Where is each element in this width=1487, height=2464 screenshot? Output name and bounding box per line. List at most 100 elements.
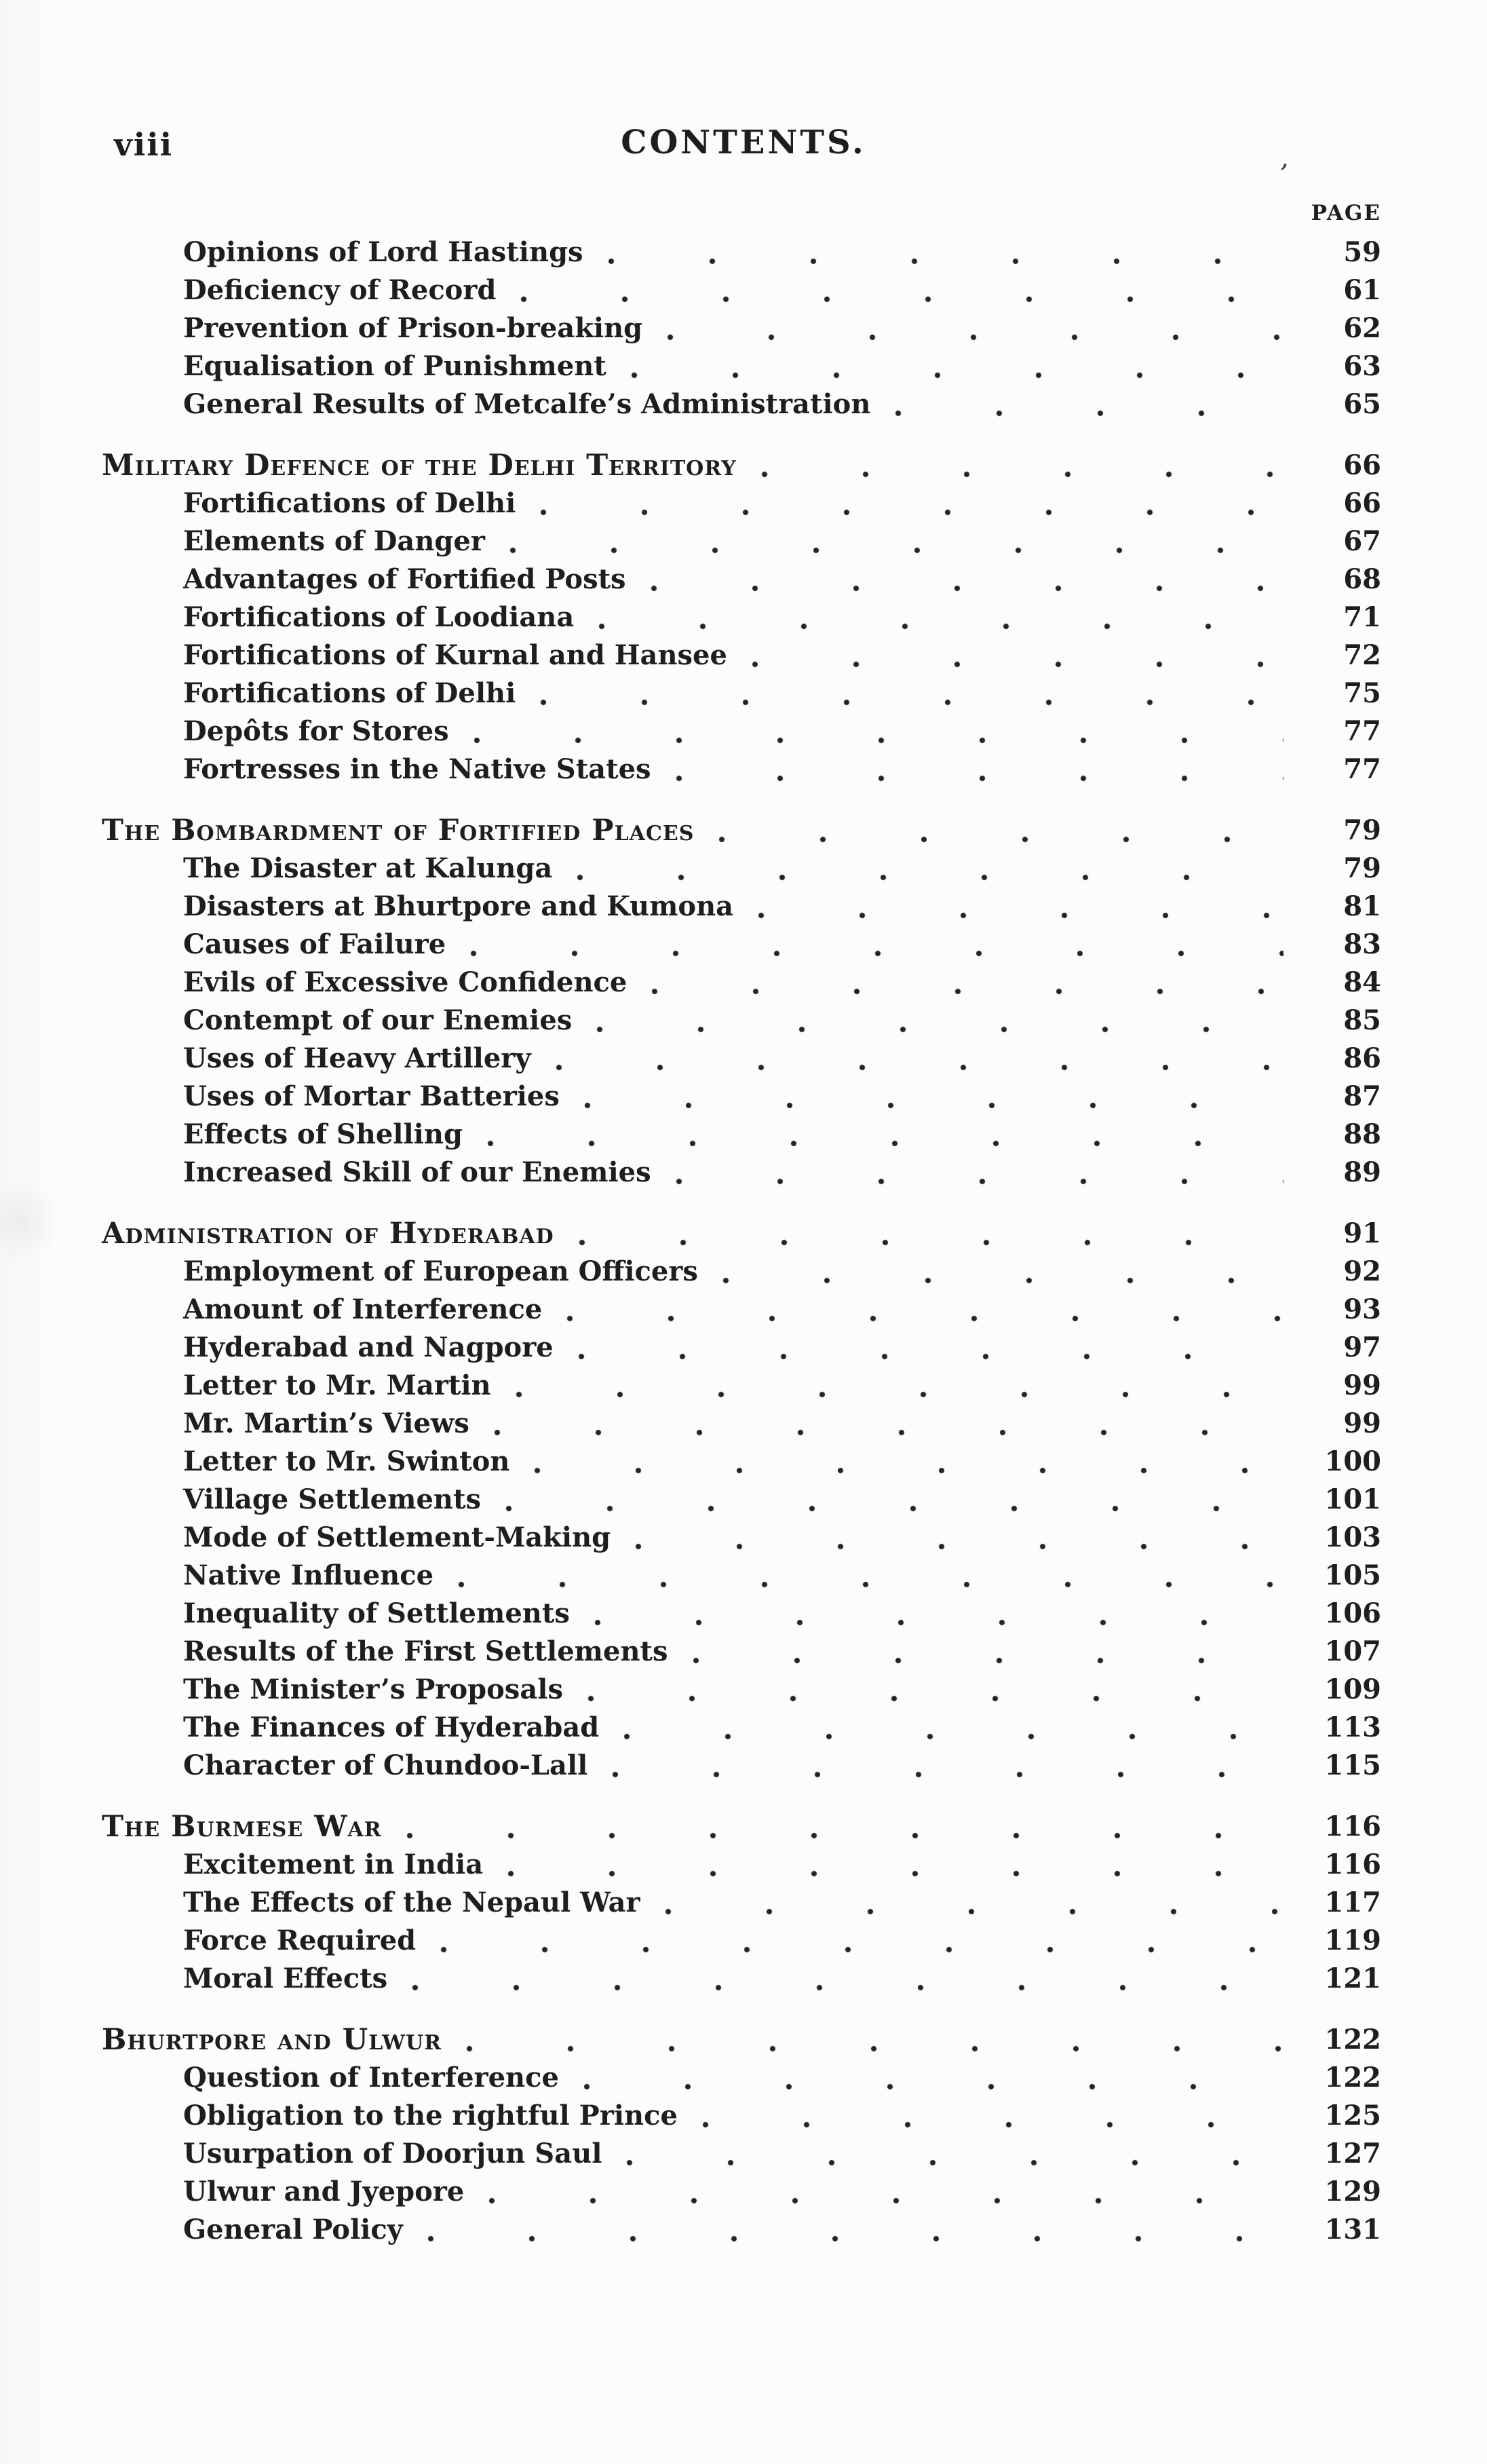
toc-entry-label: The Minister’s Proposals <box>183 1673 563 1705</box>
dot-leader <box>404 1808 1283 1846</box>
toc-row: The Disaster at Kalunga 79 <box>102 850 1381 888</box>
page-column-label: PAGE <box>1311 201 1381 225</box>
toc-entry-label: Equalisation of Punishment <box>183 350 606 382</box>
toc-entry-page: 125 <box>1324 2100 1382 2131</box>
toc-entry-page: 122 <box>1324 2062 1382 2093</box>
dot-leader <box>539 485 1283 523</box>
dot-leader <box>597 599 1283 637</box>
toc-entry-page: 84 <box>1343 966 1381 998</box>
toc-entry-page: 116 <box>1324 1811 1382 1842</box>
dot-leader <box>565 1291 1283 1329</box>
toc-row: Ulwur and Jyepore 129 <box>102 2173 1381 2211</box>
toc-entry-label: Depôts for Stores <box>183 715 449 747</box>
dot-leader <box>457 1557 1283 1595</box>
toc-row: The Minister’s Proposals 109 <box>102 1671 1381 1709</box>
dot-leader <box>756 888 1283 926</box>
toc-entry-label: Obligation to the rightful Prince <box>183 2100 678 2131</box>
toc-entry-label: Contempt of our Enemies <box>183 1004 573 1036</box>
toc-entry-label: General Policy <box>183 2214 403 2245</box>
toc-section-heading-row: The Burmese War 116 <box>102 1808 1381 1846</box>
toc-entry-label: Ulwur and Jyepore <box>183 2176 465 2207</box>
toc-entry-label: Advantages of Fortified Posts <box>183 563 626 595</box>
toc-entry-label: Military Defence of the Delhi Territory <box>102 449 737 482</box>
toc-entry-page: 100 <box>1324 1445 1382 1477</box>
toc-entry-page: 88 <box>1343 1118 1381 1150</box>
dot-leader <box>650 964 1283 1002</box>
toc-entry-page: 85 <box>1343 1004 1381 1036</box>
toc-entry-label: Causes of Failure <box>183 928 446 960</box>
toc-entry-page: 91 <box>1343 1217 1381 1249</box>
toc-row: Employment of European Officers 92 <box>102 1253 1381 1291</box>
dot-leader <box>649 561 1283 599</box>
dot-leader <box>465 2021 1283 2059</box>
toc-entry-label: Hyderabad and Nagpore <box>183 1331 554 1363</box>
toc-row: Hyderabad and Nagpore 97 <box>102 1329 1381 1367</box>
dot-leader <box>485 1116 1283 1154</box>
folio-number: viii <box>114 126 174 163</box>
toc-entry-label: Uses of Mortar Batteries <box>183 1080 560 1112</box>
toc-row: Force Required 119 <box>102 1922 1381 1960</box>
toc-entry-page: 99 <box>1343 1369 1381 1401</box>
toc-row: Effects of Shelling 88 <box>102 1116 1381 1154</box>
toc-entry-page: 62 <box>1343 312 1381 344</box>
toc-entry-page: 129 <box>1324 2176 1382 2207</box>
dot-leader <box>629 347 1283 385</box>
toc-entry-label: Employment of European Officers <box>183 1255 698 1287</box>
toc-entry-label: The Effects of the Nepaul War <box>183 1887 640 1918</box>
toc-section-heading-row: Bhurtpore and Ulwur 122 <box>102 2021 1381 2059</box>
toc-row: Causes of Failure 83 <box>102 926 1381 964</box>
toc-row: General Policy 131 <box>102 2211 1381 2249</box>
toc-row: Character of Chundoo-Lall 115 <box>102 1747 1381 1785</box>
toc-entry-label: Village Settlements <box>183 1483 481 1515</box>
toc-row: Opinions of Lord Hastings 59 <box>102 233 1381 271</box>
dot-leader <box>606 233 1283 271</box>
dot-leader <box>554 1040 1283 1078</box>
toc-entry-label: Character of Chundoo-Lall <box>183 1749 588 1781</box>
toc-entry-page: 113 <box>1324 1711 1382 1743</box>
toc-entry-page: 77 <box>1343 753 1381 785</box>
toc-row: Fortifications of Delhi 75 <box>102 675 1381 713</box>
toc-row: Fortifications of Delhi 66 <box>102 485 1381 523</box>
toc-entry-page: 72 <box>1343 639 1381 671</box>
dot-leader <box>576 1329 1283 1367</box>
toc-entry-page: 115 <box>1324 1749 1382 1781</box>
dot-leader <box>507 523 1283 561</box>
dot-leader <box>506 1846 1283 1884</box>
toc-entry-label: The Bombardment of Fortified Places <box>102 814 695 848</box>
toc-row: Uses of Heavy Artillery 86 <box>102 1040 1381 1078</box>
dot-leader <box>592 1595 1283 1633</box>
toc-row: Usurpation of Doorjun Saul 127 <box>102 2135 1381 2173</box>
dot-leader <box>720 1253 1283 1291</box>
toc-entry-page: 121 <box>1324 1963 1382 1994</box>
toc-entry-page: 117 <box>1324 1887 1382 1918</box>
dot-leader <box>487 2173 1283 2211</box>
toc-entry-page: 105 <box>1324 1559 1382 1591</box>
toc-entry-page: 89 <box>1343 1156 1381 1188</box>
toc-entry-label: Deficiency of Record <box>183 274 497 306</box>
dot-leader <box>893 385 1283 423</box>
dot-leader <box>634 1519 1283 1557</box>
toc-entry-label: Moral Effects <box>183 1963 388 1994</box>
toc-entry-page: 61 <box>1343 274 1381 306</box>
toc-section-heading-row: The Bombardment of Fortified Places 79 <box>102 812 1381 850</box>
toc-row: Uses of Mortar Batteries 87 <box>102 1078 1381 1116</box>
toc-entry-page: 65 <box>1343 388 1381 420</box>
toc-section-heading-row: Administration of Hyderabad 91 <box>102 1215 1381 1253</box>
toc-entry-label: Prevention of Prison-breaking <box>183 312 643 344</box>
toc-entry-page: 101 <box>1324 1483 1382 1515</box>
toc-row: Amount of Interference 93 <box>102 1291 1381 1329</box>
toc-entry-page: 97 <box>1343 1331 1381 1363</box>
toc-entry-page: 86 <box>1343 1042 1381 1074</box>
toc-entry-page: 103 <box>1324 1521 1382 1553</box>
toc-row: Prevention of Prison-breaking 62 <box>102 309 1381 347</box>
toc-row: Question of Interference 122 <box>102 2059 1381 2097</box>
toc-entry-label: Native Influence <box>183 1559 434 1591</box>
dot-leader <box>665 309 1283 347</box>
toc-entry-page: 79 <box>1343 814 1381 846</box>
toc-entry-page: 92 <box>1343 1255 1381 1287</box>
toc-row: Excitement in India 116 <box>102 1846 1381 1884</box>
toc-row: Mr. Martin’s Views 99 <box>102 1405 1381 1443</box>
toc-entry-page: 67 <box>1343 525 1381 557</box>
toc-entry-label: Fortifications of Kurnal and Hansee <box>183 639 727 671</box>
